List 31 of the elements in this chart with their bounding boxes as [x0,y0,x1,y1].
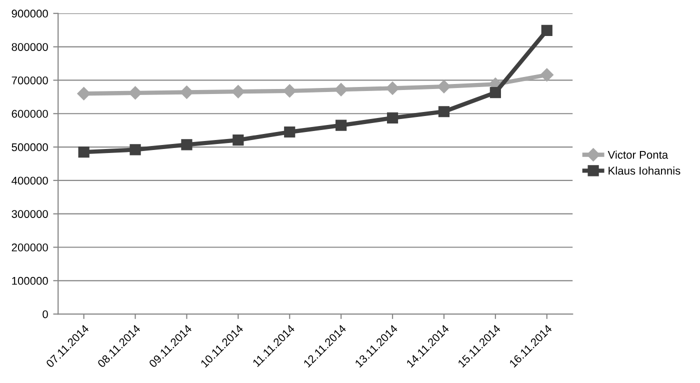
y-tick-label: 800000 [12,43,48,51]
point [438,106,450,118]
point [284,126,296,138]
point [336,120,347,131]
point [334,82,348,96]
point [232,134,244,146]
y-tick-label: 900000 [12,10,48,18]
y-tick-label: 500000 [12,143,48,152]
point [78,146,90,158]
point [232,84,245,98]
point [130,144,141,156]
y-tick-label: 700000 [12,76,48,84]
point [283,84,296,98]
point [540,68,554,82]
point [181,139,192,150]
point [386,112,398,124]
y-tick-label: 0 [42,310,48,318]
y-tick-label: 100000 [12,276,48,285]
y-tick-label: 300000 [12,210,48,218]
point [490,87,501,98]
point [437,80,451,94]
legend-label: Victor Ponta [608,150,668,159]
y-tick-label: 400000 [12,176,48,185]
point [386,82,400,95]
point [77,86,90,100]
point [128,86,142,100]
point [541,24,552,36]
y-tick-label: 600000 [12,110,48,118]
point [180,86,194,99]
y-tick-label: 200000 [12,244,48,252]
legend-label: Klaus Iohannis [608,166,680,175]
